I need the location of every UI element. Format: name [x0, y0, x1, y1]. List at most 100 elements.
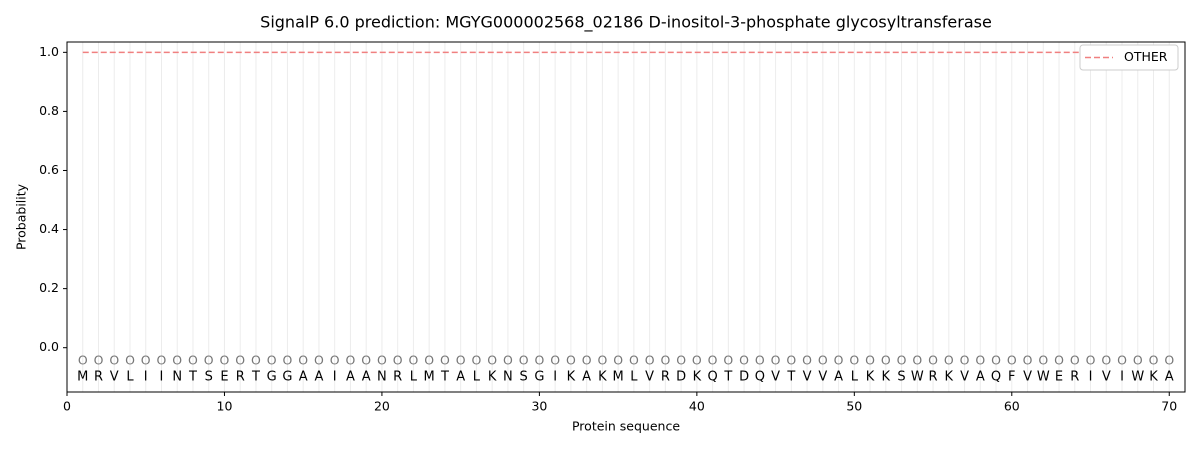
residue-label: L [630, 370, 638, 385]
state-label: O [1023, 353, 1033, 368]
state-label: O [897, 353, 907, 368]
residue-label: S [897, 370, 905, 385]
state-label: O [597, 353, 607, 368]
state-label: O [975, 353, 985, 368]
residue-label: R [661, 370, 670, 385]
state-label: O [456, 353, 466, 368]
residue-label: A [299, 370, 308, 385]
state-label: O [771, 353, 781, 368]
residue-label: T [786, 370, 795, 385]
state-label: O [440, 353, 450, 368]
state-label: O [1086, 353, 1096, 368]
residue-label: V [1023, 370, 1032, 385]
state-label: O [660, 353, 670, 368]
residue-label: I [1120, 370, 1124, 385]
residue-label: E [220, 370, 228, 385]
residue-label: R [929, 370, 938, 385]
residue-label: W [1037, 370, 1050, 385]
state-label: O [928, 353, 938, 368]
residue-label: R [94, 370, 103, 385]
state-label: O [786, 353, 796, 368]
x-tick-label: 40 [689, 399, 705, 414]
x-tick-label: 60 [1004, 399, 1020, 414]
residue-label: E [1055, 370, 1063, 385]
state-label: O [865, 353, 875, 368]
state-label: O [881, 353, 891, 368]
residue-label: A [582, 370, 591, 385]
residue-label: K [693, 370, 702, 385]
state-label: O [267, 353, 277, 368]
state-label: O [298, 353, 308, 368]
state-label: O [1164, 353, 1174, 368]
residue-label: K [866, 370, 875, 385]
x-axis-label: Protein sequence [572, 419, 680, 434]
residue-label: A [362, 370, 371, 385]
state-label: O [1149, 353, 1159, 368]
residue-label: R [393, 370, 402, 385]
state-label: O [78, 353, 88, 368]
state-label: O [314, 353, 324, 368]
y-tick-label: 1.0 [39, 44, 59, 59]
state-label: O [125, 353, 135, 368]
residue-label: G [267, 370, 277, 385]
state-label: O [471, 353, 481, 368]
state-label: O [960, 353, 970, 368]
state-label: O [1133, 353, 1143, 368]
residue-label: V [645, 370, 654, 385]
residue-label: R [236, 370, 245, 385]
state-label: O [550, 353, 560, 368]
state-label: O [109, 353, 119, 368]
residue-label: A [1165, 370, 1174, 385]
state-label: O [251, 353, 261, 368]
state-label: O [613, 353, 623, 368]
plot-frame [66, 41, 1186, 393]
state-label: O [141, 353, 151, 368]
residue-label: K [598, 370, 607, 385]
state-label: O [188, 353, 198, 368]
state-label: O [393, 353, 403, 368]
residue-label: S [205, 370, 213, 385]
state-label: O [204, 353, 214, 368]
state-label: O [487, 353, 497, 368]
state-label: O [503, 353, 513, 368]
residue-label: K [1149, 370, 1158, 385]
residue-label: F [1008, 370, 1015, 385]
residue-label: W [1131, 370, 1144, 385]
residue-label: K [945, 370, 954, 385]
state-label: O [818, 353, 828, 368]
residue-label: D [676, 370, 686, 385]
residue-label: I [553, 370, 557, 385]
state-label: O [519, 353, 529, 368]
residue-label: L [851, 370, 859, 385]
state-label: O [361, 353, 371, 368]
state-label: O [424, 353, 434, 368]
residue-label: V [803, 370, 812, 385]
state-label: O [708, 353, 718, 368]
residue-label: V [1102, 370, 1111, 385]
residue-label: A [456, 370, 465, 385]
state-label: O [1070, 353, 1080, 368]
residue-label: K [882, 370, 891, 385]
state-label: O [1101, 353, 1111, 368]
state-label: O [566, 353, 576, 368]
legend-label: OTHER [1124, 49, 1168, 64]
residue-label: T [251, 370, 260, 385]
state-label: O [220, 353, 230, 368]
y-tick-label: 0.2 [39, 280, 59, 295]
residue-label: M [77, 370, 88, 385]
residue-label: D [739, 370, 749, 385]
state-label: O [283, 353, 293, 368]
residue-label: R [1070, 370, 1079, 385]
state-label: O [676, 353, 686, 368]
residue-label: V [960, 370, 969, 385]
state-label: O [534, 353, 544, 368]
residue-label: L [410, 370, 418, 385]
state-label: O [330, 353, 340, 368]
residue-label: N [503, 370, 513, 385]
residue-label: S [520, 370, 528, 385]
state-label: O [1038, 353, 1048, 368]
residue-label: M [424, 370, 435, 385]
residue-label: N [377, 370, 387, 385]
chart-title: SignalP 6.0 prediction: MGYG000002568_02… [260, 13, 992, 33]
residue-label: L [473, 370, 481, 385]
